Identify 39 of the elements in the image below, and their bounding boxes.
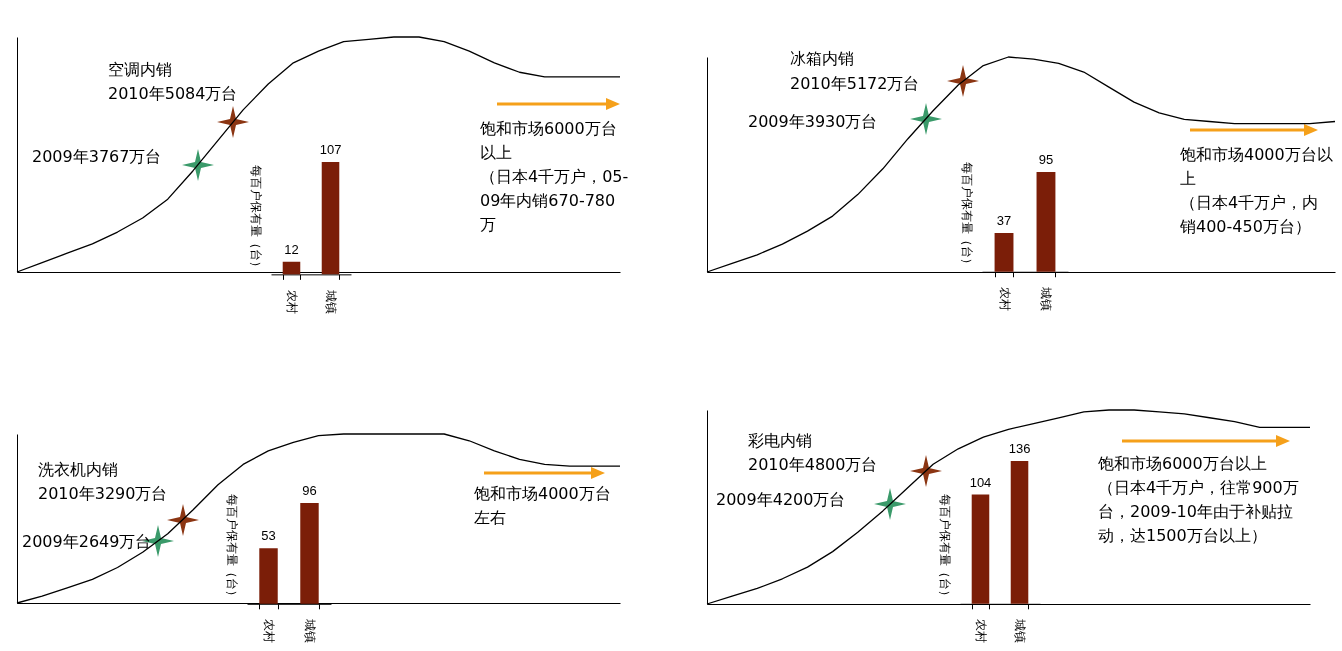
annotation: 饱和市场6000万台以上 — [480, 118, 618, 164]
annotation: 2010年5084万台 — [108, 83, 238, 105]
annotation: （日本4千万户，内销400-450万台） — [1180, 192, 1320, 238]
annotation: 空调内销 — [108, 59, 172, 81]
annotation: 2009年4200万台 — [716, 489, 846, 511]
annotation: 2009年3930万台 — [748, 111, 878, 133]
annotation: 饱和市场6000万台以上 — [1098, 453, 1268, 475]
data-label: 37 — [996, 213, 1012, 229]
data-label: 12 — [284, 241, 299, 257]
annotation: 2010年5172万台 — [790, 73, 920, 95]
annotation: 2010年3290万台 — [38, 483, 168, 505]
data-label: 96 — [302, 483, 317, 499]
y-axis-title: 每百户保有量（台） — [248, 164, 263, 273]
annotation: 2009年3767万台 — [32, 146, 162, 168]
annotation: （日本4千万户，05-09年内销670-780万 — [480, 166, 630, 236]
data-label: 95 — [1038, 152, 1054, 168]
annotation: 2010年4800万台 — [748, 454, 878, 476]
x-tick-label: 城镇 — [1013, 618, 1028, 644]
annotation: 冰箱内销 — [790, 48, 854, 70]
y-axis-title: 每百户保有量（台） — [224, 494, 239, 603]
data-label: 53 — [261, 528, 276, 544]
x-tick-label: 农村 — [262, 619, 277, 644]
x-tick-label: 城镇 — [1039, 286, 1054, 312]
annotation: 饱和市场4000万台左右 — [474, 483, 612, 529]
x-tick-label: 农村 — [973, 619, 988, 644]
data-label: 107 — [319, 141, 342, 157]
y-axis-title: 每百户保有量（台） — [937, 494, 952, 603]
annotation: 2009年2649万台 — [22, 531, 152, 553]
data-label: 104 — [969, 474, 992, 490]
y-axis-title: 每百户保有量（台） — [959, 162, 974, 271]
x-tick-label: 城镇 — [324, 288, 339, 314]
annotation: （日本4千万户，往常900万台，2009-10年由于补贴拉动，达1500万台以上） — [1098, 477, 1300, 547]
annotation: 洗衣机内销 — [38, 459, 118, 481]
x-tick-label: 农村 — [997, 287, 1012, 312]
annotation: 饱和市场4000万台以上 — [1180, 144, 1334, 190]
annotation: 彩电内销 — [748, 430, 812, 452]
data-label: 136 — [1008, 441, 1031, 457]
x-tick-label: 城镇 — [302, 618, 317, 644]
x-tick-label: 农村 — [284, 289, 299, 314]
